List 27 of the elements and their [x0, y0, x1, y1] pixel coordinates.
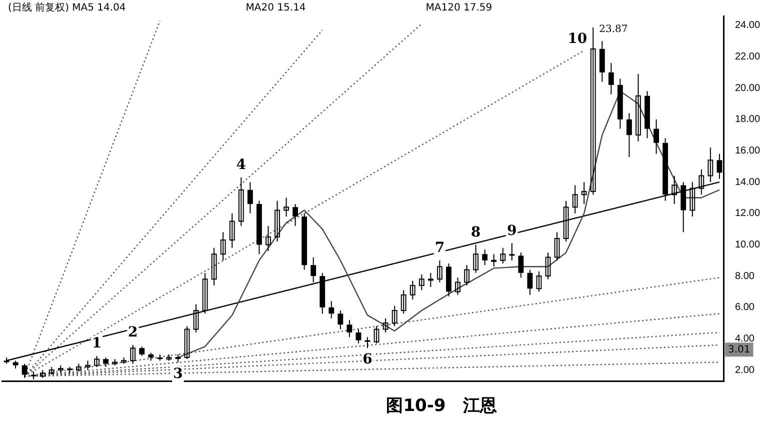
text: (日线 前复权) MA5 14.04: [8, 2, 126, 14]
y-tick-label: 22.00: [734, 51, 760, 62]
y-tick-label: 20.00: [734, 82, 760, 94]
text: MA120 17.59: [426, 2, 492, 14]
annotation: 4: [236, 156, 246, 173]
y-tick-label: 10.00: [734, 239, 760, 250]
annotation: 9: [507, 222, 517, 239]
annotation: 10: [568, 31, 588, 48]
y-tick-label: 18.00: [734, 114, 760, 126]
annotation: 1: [92, 336, 102, 352]
annotation: 7: [434, 240, 445, 256]
annotation: 3: [173, 366, 183, 382]
text: 3.01: [728, 344, 750, 356]
annotation: 23.87: [599, 24, 628, 36]
annotation: 6: [362, 352, 372, 368]
y-tick-label: 4.00: [734, 333, 755, 344]
y-tick-label: 2.00: [734, 364, 755, 376]
y-tick-label: 8.00: [734, 270, 755, 282]
y-tick-label: 24.00: [734, 20, 760, 32]
annotation: 2: [128, 324, 138, 341]
annotation: 8: [470, 224, 481, 240]
y-tick-label: 6.00: [734, 302, 755, 314]
y-tick-label: 12.00: [734, 208, 760, 220]
text: MA20 15.14: [246, 2, 306, 14]
y-tick-label: 14.00: [734, 176, 760, 188]
text: 图10-9 江恩: [385, 395, 498, 417]
y-tick-label: 16.00: [734, 145, 760, 156]
